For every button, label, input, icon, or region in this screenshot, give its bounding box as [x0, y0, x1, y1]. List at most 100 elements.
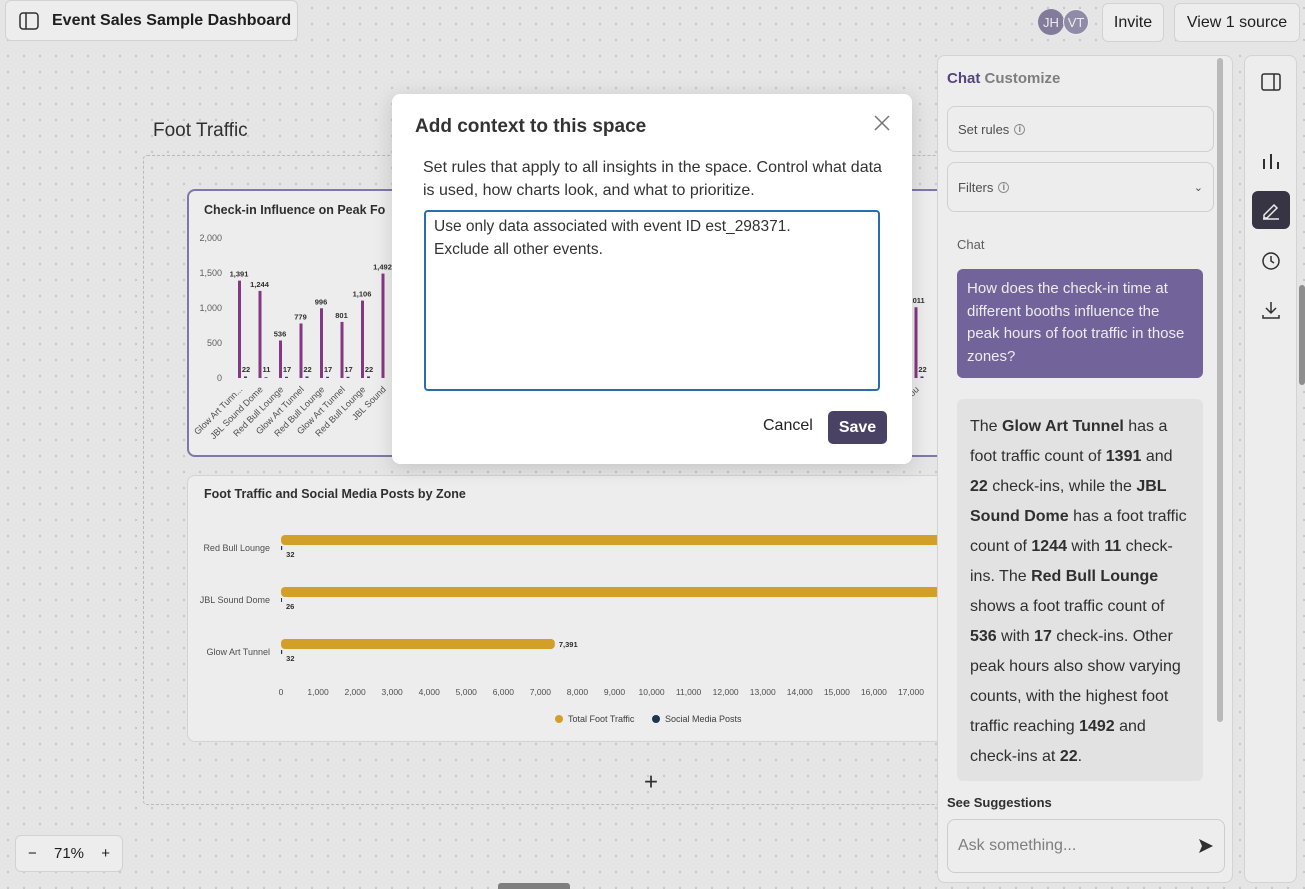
download-icon[interactable]: [1252, 291, 1290, 329]
bar: [238, 280, 241, 378]
y-tick-label: 2,000: [199, 233, 222, 243]
text: has a foot traffic count of: [970, 418, 1168, 465]
value-label: 17: [283, 365, 291, 374]
text: shows a foot traffic count of: [970, 598, 1165, 615]
context-textarea[interactable]: Use only data associated with event ID e…: [424, 210, 880, 391]
add-chart[interactable]: +: [644, 768, 658, 795]
send-icon[interactable]: [1198, 838, 1214, 854]
bar: [340, 321, 344, 378]
bar: [381, 273, 385, 378]
chart-title: Foot Traffic and Social Media Posts by Z…: [204, 487, 466, 501]
bar: [326, 376, 329, 378]
assistant-message: The Glow Art Tunnel has a foot traffic c…: [957, 399, 1203, 781]
side-panel: Chat Customize Set rules i Filters i ⌄ Chat…: [937, 55, 1233, 883]
text: and: [1141, 448, 1173, 465]
y-tick-label: 1,000: [199, 303, 222, 313]
edit-icon[interactable]: [1252, 191, 1290, 229]
x-tick-label: 0: [279, 687, 284, 697]
legend-label: Total Foot Traffic: [568, 714, 635, 724]
value-label: 32: [286, 654, 294, 663]
value-label: 32: [286, 550, 294, 559]
bold-text: 1391: [1105, 448, 1142, 465]
filters[interactable]: Filters i ⌄: [947, 162, 1214, 212]
bar: [299, 323, 303, 378]
x-tick-label: 14,000: [787, 687, 813, 697]
chart-icon[interactable]: [1252, 142, 1290, 180]
chevron: ⌄: [1193, 181, 1203, 194]
sidebar-toggle[interactable]: [19, 11, 39, 30]
value-label: 536: [274, 329, 287, 338]
value-label: 996: [315, 297, 328, 306]
text: .: [1077, 748, 1083, 765]
bar: [281, 598, 282, 602]
y-tick-label: 500: [207, 338, 222, 348]
bar: [346, 376, 350, 378]
x-tick-label: 3,000: [382, 687, 404, 697]
value-label: 17: [344, 365, 352, 374]
section-title: Foot Traffic: [153, 120, 248, 141]
bar: [914, 307, 918, 378]
chat-label: Chat: [957, 237, 985, 252]
zoom-level: 71%: [53, 845, 85, 862]
info-icon: i: [1014, 123, 1026, 135]
tab[interactable]: Chat: [947, 70, 981, 87]
bottom-handle: [498, 883, 570, 889]
bar: [281, 587, 937, 597]
x-tick-label: 17,000: [898, 687, 924, 697]
value-label: 17: [324, 365, 332, 374]
bold-text: 1492: [1079, 718, 1115, 735]
chat-input[interactable]: Ask something...: [947, 819, 1225, 873]
modal-description: Set rules that apply to all insights in …: [423, 159, 882, 199]
bar: [367, 376, 370, 378]
x-tick-label: 10,000: [639, 687, 665, 697]
text: check-ins, while the: [987, 478, 1137, 495]
bar: [920, 376, 924, 378]
tab[interactable]: Customize: [984, 70, 1061, 87]
title-bar: Event Sales Sample Dashboard: [5, 0, 298, 41]
value-label: 1,011: [906, 296, 924, 305]
y-tick-label: 0: [217, 373, 222, 383]
bar: [285, 376, 288, 378]
avatar[interactable]: VT: [1063, 9, 1089, 35]
bar: [281, 650, 283, 654]
zoom-out[interactable]: −: [28, 845, 37, 862]
bar: [361, 300, 364, 378]
bold-text: 11: [1104, 538, 1122, 555]
panel-icon[interactable]: [1252, 63, 1290, 101]
value-label: 11: [263, 365, 271, 374]
x-tick-label: 4,000: [419, 687, 441, 697]
bold-text: Red Bull Lounge: [1031, 568, 1159, 585]
value-label: 1,492: [373, 263, 392, 272]
save-button[interactable]: Save: [828, 411, 887, 444]
invite-button[interactable]: Invite: [1102, 3, 1164, 42]
cancel-button[interactable]: Cancel: [763, 417, 813, 434]
bold-text: 17: [1034, 628, 1052, 645]
y-tick-label: Glow Art Tunnel: [206, 647, 270, 657]
bold-text: 22: [970, 478, 988, 495]
history-icon[interactable]: [1252, 242, 1290, 280]
value-label: 22: [303, 365, 311, 374]
x-tick-label: 8,000: [567, 687, 589, 697]
set-rules[interactable]: Set rules i: [947, 106, 1214, 152]
x-tick-label: 1,000: [307, 687, 329, 697]
x-tick-label: 6,000: [493, 687, 515, 697]
value-label: 7,391: [559, 640, 578, 649]
bar: [281, 546, 283, 550]
chart-card[interactable]: [187, 475, 977, 742]
value-label: 1,244: [250, 280, 270, 289]
close-button[interactable]: [874, 115, 890, 131]
avatar[interactable]: JH: [1038, 9, 1064, 35]
bar: [264, 377, 268, 378]
bold-text: 536: [970, 628, 997, 645]
legend-swatch: [652, 715, 660, 723]
text: check-ins. The: [970, 538, 1173, 585]
sources-button[interactable]: View 1 source: [1174, 3, 1300, 42]
text: check-ins. Other peak hours also show va…: [970, 628, 1181, 735]
page-scrollbar: [1299, 285, 1305, 385]
value-label: 22: [242, 365, 250, 374]
bar: [305, 376, 309, 378]
zoom-in[interactable]: +: [101, 845, 110, 862]
tabs: Chat Customize: [947, 70, 1060, 87]
suggestions[interactable]: See Suggestions: [947, 795, 1052, 810]
